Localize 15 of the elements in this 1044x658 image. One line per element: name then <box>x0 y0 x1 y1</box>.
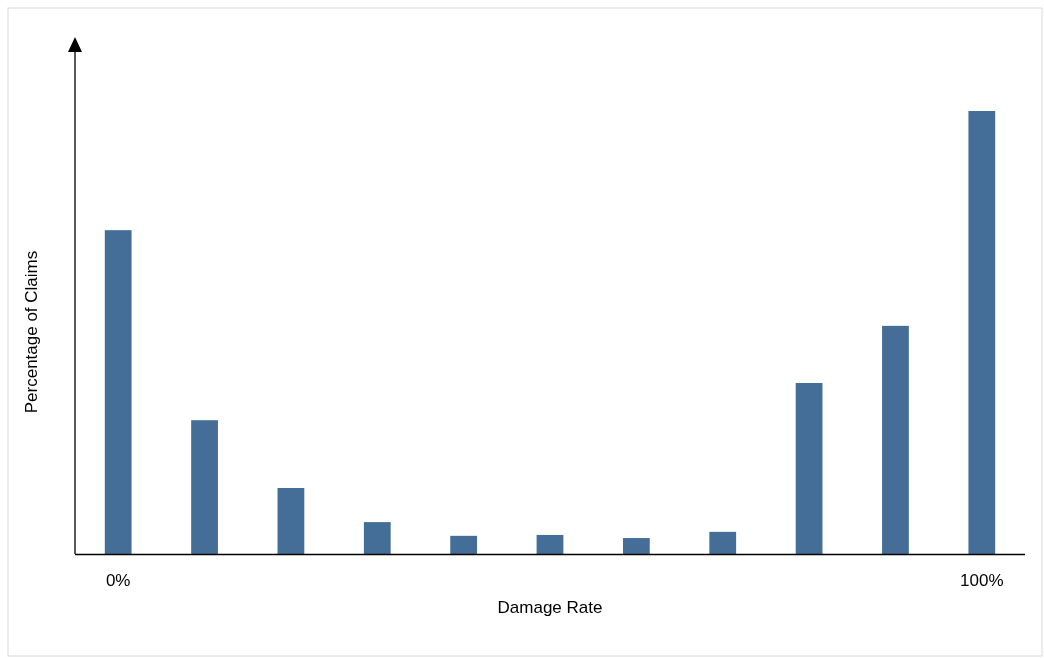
x-axis-title: Damage Rate <box>497 598 603 617</box>
x-tick-label: 100% <box>960 571 1004 591</box>
y-axis-title: Percentage of Claims <box>22 250 41 414</box>
bar <box>191 420 218 554</box>
bar <box>363 522 391 554</box>
bar <box>968 111 996 554</box>
bar <box>622 538 650 554</box>
bar <box>450 535 478 554</box>
bar <box>709 531 737 554</box>
bar <box>795 383 823 554</box>
x-tick-label: 0% <box>105 571 131 591</box>
bar <box>104 230 132 554</box>
bar <box>277 487 305 554</box>
bar <box>882 325 909 554</box>
bar <box>536 534 564 554</box>
